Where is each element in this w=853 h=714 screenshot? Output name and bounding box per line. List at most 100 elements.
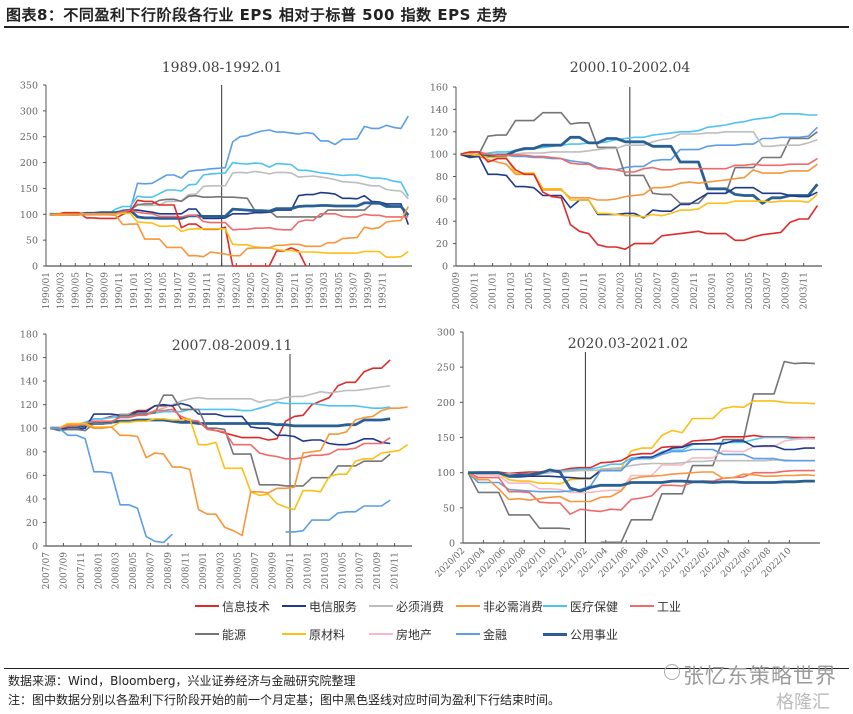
x-tick-label: 2008/11 [181, 552, 191, 589]
x-tick-label: 2001/05 [525, 272, 535, 310]
y-tick-label: 0 [32, 262, 38, 273]
legend-row: 能源 原材料 房地产 金融 公用事业 [195, 620, 755, 648]
x-tick-label: 2002/09 [672, 272, 682, 310]
series-line-utilities [49, 201, 410, 220]
x-tick-label: 1991/11 [203, 272, 213, 309]
chart-title: 1989.08-1992.01 [162, 60, 283, 76]
series-line-telecom [50, 402, 391, 446]
chart-panel-1: 1989.08-1992.01 0 50 100 150 200 250 300 350 1990… [20, 60, 412, 309]
legend-item-healthcare: 医疗保健 [543, 598, 630, 615]
x-tick-label: 2002/03 [617, 272, 627, 310]
y-tick-label: 0 [449, 539, 455, 550]
x-tick-label: 2007/11 [77, 552, 87, 589]
legend-label: 金融 [483, 627, 508, 642]
legend-label: 能源 [222, 627, 247, 642]
legend-label: 信息技术 [222, 599, 271, 614]
x-tick-label: 1990/09 [101, 272, 111, 310]
chart-panel-4: 2020.03-2021.020501001502002503002020/02… [434, 328, 820, 580]
y-tick-label: 250 [20, 132, 38, 143]
x-tick-label: 1990/03 [57, 272, 67, 310]
legend-swatch [195, 633, 219, 635]
legend-label: 必须消费 [396, 599, 445, 614]
watermark-logo: 格隆汇 [776, 692, 830, 713]
x-tick-label: 2002/05 [635, 272, 645, 310]
x-tick-label: 2000/11 [470, 272, 480, 309]
chart-panel-3: 2007.08-2009.11 0 20 40 60 80 100 120 140 160 180 2… [20, 330, 412, 590]
x-tick-label: 2003/05 [745, 272, 755, 310]
series-line-financials [50, 427, 173, 544]
x-tick-label: 1992/07 [262, 272, 272, 310]
series-line-discretionary [460, 153, 818, 201]
legend-item-industrials: 工业 [630, 598, 717, 615]
x-tick-label: 1990/07 [86, 272, 96, 310]
x-tick-label: 2010/01 [303, 552, 313, 589]
y-tick-label: 300 [437, 328, 455, 339]
legend-label: 医疗保健 [570, 599, 619, 614]
x-tick-label: 1990/05 [71, 272, 81, 310]
y-tick-label: 40 [26, 494, 38, 505]
y-tick-label: 180 [20, 330, 38, 341]
series-line-utilities [468, 468, 815, 493]
x-tick-label: 1991/01 [130, 272, 140, 309]
chart-title: 2007.08-2009.11 [172, 338, 293, 354]
legend-label: 电信服务 [309, 599, 358, 614]
legend-item-financials: 金融 [456, 626, 543, 643]
x-tick-label: 1992/01 [218, 272, 228, 309]
x-tick-label: 2007/07 [42, 552, 52, 590]
y-tick-label: 120 [430, 127, 448, 138]
x-tick-label: 2003/09 [781, 272, 791, 310]
x-tick-label: 2008/05 [129, 552, 139, 590]
legend-item-staples: 必须消费 [369, 598, 456, 615]
legend-swatch [630, 605, 654, 607]
x-tick-label: 1993/03 [320, 272, 330, 310]
chart-panel-2: 2000.10-2002.04 0 20 40 60 80 100 120 140 160 2000… [430, 60, 822, 309]
y-tick-label: 60 [436, 194, 448, 205]
x-tick-label: 2010/05 [338, 552, 348, 590]
series-line-realestate [467, 438, 815, 494]
y-tick-label: 0 [442, 262, 448, 273]
series-line-it [468, 434, 815, 475]
y-tick-label: 80 [436, 172, 448, 183]
y-tick-label: 60 [26, 471, 38, 482]
figure-note: 注：图中数据分别以各盈利下行阶段开始的前一个月定基；图中黑色竖线对应时间为盈利下… [8, 693, 561, 707]
x-tick-label: 2010/09 [373, 552, 383, 590]
series-line-financials [460, 126, 818, 171]
y-tick-label: 140 [430, 105, 448, 116]
legend-swatch [456, 605, 480, 607]
legend-swatch [456, 633, 480, 635]
x-tick-label: 2003/03 [727, 272, 737, 310]
x-tick-label: 2002/11 [690, 272, 700, 309]
series-line-discretionary [50, 406, 408, 537]
legend: 信息技术 电信服务 必须消费 非必需消费 医疗保健 工业 能源 原材料 房地产 金融 公用事业 [195, 592, 755, 648]
legend-item-it: 信息技术 [195, 598, 282, 615]
x-tick-label: 2010/03 [321, 552, 331, 590]
x-tick-label: 1992/09 [276, 272, 286, 310]
y-tick-label: 120 [20, 400, 38, 411]
x-tick-label: 2002/07 [653, 272, 663, 310]
legend-label: 房地产 [396, 627, 433, 642]
x-tick-label: 2001/01 [489, 272, 499, 309]
y-tick-label: 20 [26, 518, 38, 529]
x-tick-label: 1992/03 [232, 272, 242, 310]
x-tick-label: 1993/05 [335, 272, 345, 310]
series-line-utilities [460, 135, 819, 205]
legend-label: 非必需消费 [483, 599, 544, 614]
x-tick-label: 2007/09 [59, 552, 69, 590]
legend-swatch [369, 605, 393, 607]
charts-canvas: 1989.08-1992.010501001502002503003501990… [20, 60, 822, 590]
x-tick-label: 2009/01 [199, 552, 209, 589]
x-tick-label: 2001/11 [580, 272, 590, 309]
legend-label: 工业 [657, 599, 682, 614]
x-tick-label: 2008/01 [94, 552, 104, 589]
y-tick-label: 200 [437, 398, 455, 409]
x-tick-label: 1993/11 [379, 272, 389, 309]
y-tick-label: 150 [20, 184, 38, 195]
y-tick-label: 250 [437, 363, 455, 374]
series-line-telecom [460, 153, 818, 219]
x-tick-label: 2003/01 [708, 272, 718, 309]
x-tick-label: 2009/07 [251, 552, 261, 590]
series-line-staples [460, 131, 818, 156]
y-tick-label: 300 [20, 106, 38, 117]
x-tick-label: 1991/05 [159, 272, 169, 310]
y-tick-label: 200 [20, 158, 38, 169]
